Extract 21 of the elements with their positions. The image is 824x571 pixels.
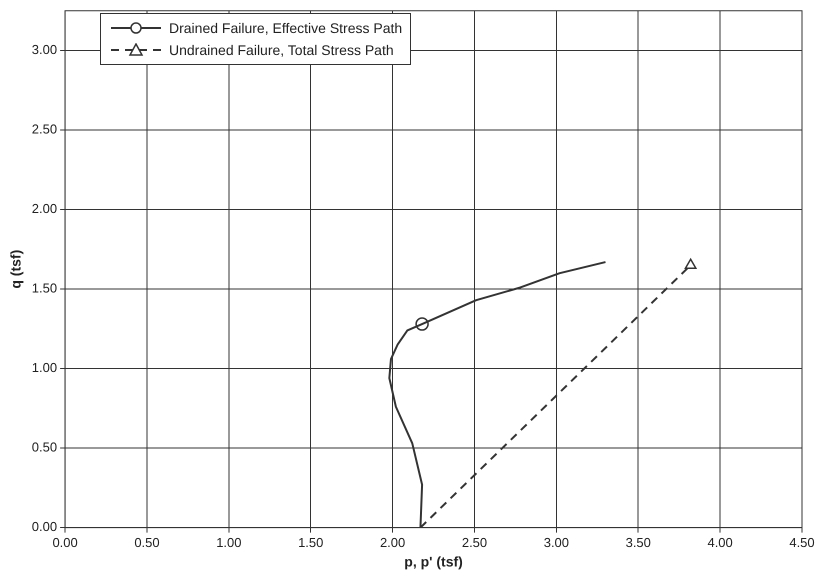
legend-label: Undrained Failure, Total Stress Path [169,42,394,58]
legend-label: Drained Failure, Effective Stress Path [169,20,402,36]
x-axis-title: p, p' (tsf) [404,553,463,570]
x-tick-label: 2.00 [380,534,406,550]
y-tick-label: 0.00 [32,519,58,534]
x-tick-label: 4.00 [707,534,733,550]
x-tick-label: 1.50 [298,534,324,550]
x-tick-label: 3.00 [544,534,570,550]
y-tick-label: 0.50 [32,440,58,455]
x-tick-label: 4.50 [789,534,815,550]
y-tick-label: 2.50 [32,122,58,137]
y-tick-label: 1.00 [32,360,58,376]
y-tick-label: 3.00 [32,42,58,58]
x-tick-label: 2.50 [462,534,488,550]
y-tick-label: 1.50 [32,280,58,296]
y-axis-title: q (tsf) [7,250,24,289]
x-tick-label: 0.50 [134,534,160,550]
x-tick-label: 0.00 [52,534,78,550]
x-tick-label: 1.00 [216,534,242,550]
x-tick-label: 3.50 [626,534,651,550]
y-tick-label: 2.00 [32,201,58,216]
